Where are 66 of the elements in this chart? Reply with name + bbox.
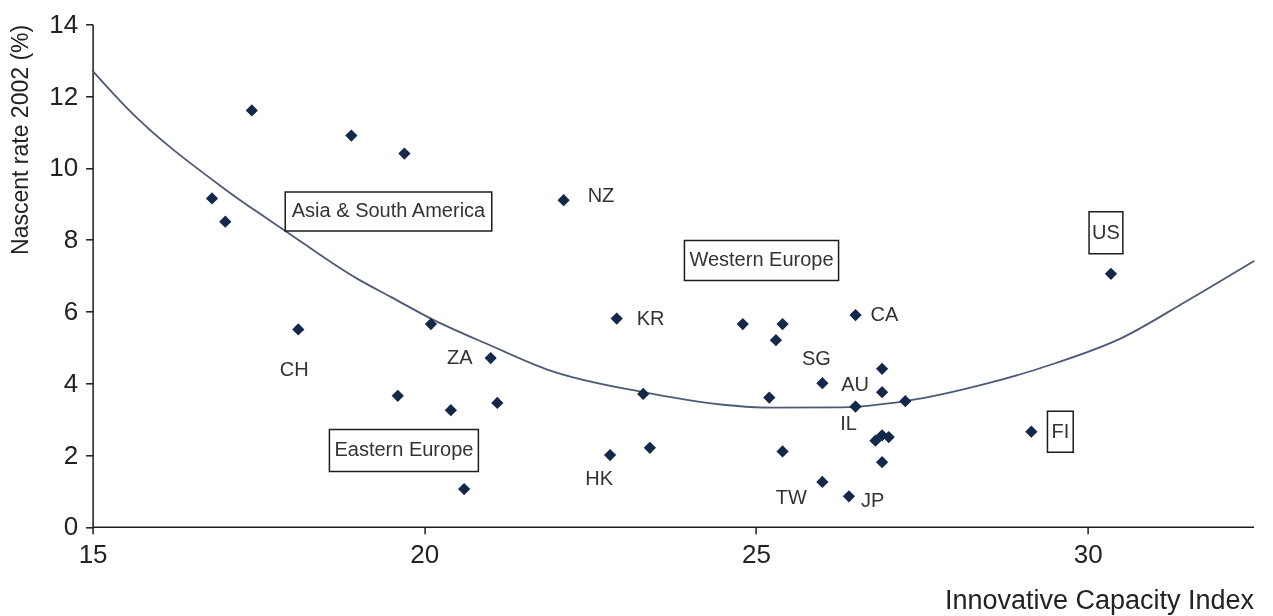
point [643,441,656,454]
point [875,386,889,399]
annotation: ZA [447,346,474,369]
annotation: Western Europe [689,248,834,271]
x-tick-label: 25 [742,539,771,570]
x-tick-label: 30 [1073,539,1103,570]
y-tick-label: 2 [63,439,79,470]
point [769,334,783,347]
y-tick-label: 8 [63,224,79,255]
point [776,317,789,331]
annotation: US [1092,220,1120,243]
point [869,434,882,447]
point [1025,425,1038,438]
x-axis-title: Innovative Capacity Index [944,585,1255,616]
point [875,362,889,375]
point [491,396,504,410]
annotation: CH [279,358,309,381]
point [444,404,457,417]
y-axis-title: Nascent rate 2002 (%) [7,24,34,255]
point [736,317,749,331]
point [899,395,912,408]
annotation: HK [585,467,614,490]
point [849,400,862,413]
annotation: AU [841,373,870,396]
annotation: Asia & South America [291,199,487,222]
point [637,387,650,401]
point [391,389,404,402]
annotation: NZ [587,184,615,207]
point [557,194,570,207]
point [245,104,258,117]
y-tick-label: 6 [63,295,79,326]
point [398,147,411,160]
annotation: CA [870,303,899,326]
annotation: IL [840,411,857,434]
point [816,377,829,390]
point [424,317,438,331]
y-tick-label: 0 [63,511,79,542]
point [882,430,895,444]
annotation: FI [1051,419,1070,442]
point [458,482,471,496]
annotation: JP [860,489,885,512]
y-tick-label: 4 [63,367,79,398]
point [842,490,856,503]
point [849,308,862,322]
point [1104,267,1118,280]
y-tick-label: 14 [49,8,79,39]
point [875,456,889,469]
point [484,351,497,365]
point [345,129,358,142]
line-series [91,70,1255,409]
point [776,445,789,458]
y-tick-label: 10 [49,152,79,183]
point [219,215,232,228]
point [292,323,305,336]
annotation: Eastern Europe [334,438,474,461]
point [205,192,219,205]
annotation: TW [775,485,808,508]
point [763,391,776,404]
x-tick-label: 15 [78,539,108,570]
point [610,312,623,325]
point [816,475,829,489]
x-tick-label: 20 [410,539,440,570]
annotation: KR [636,306,665,329]
y-tick-label: 12 [49,80,79,111]
point [603,448,617,462]
annotation: SG [801,347,831,370]
